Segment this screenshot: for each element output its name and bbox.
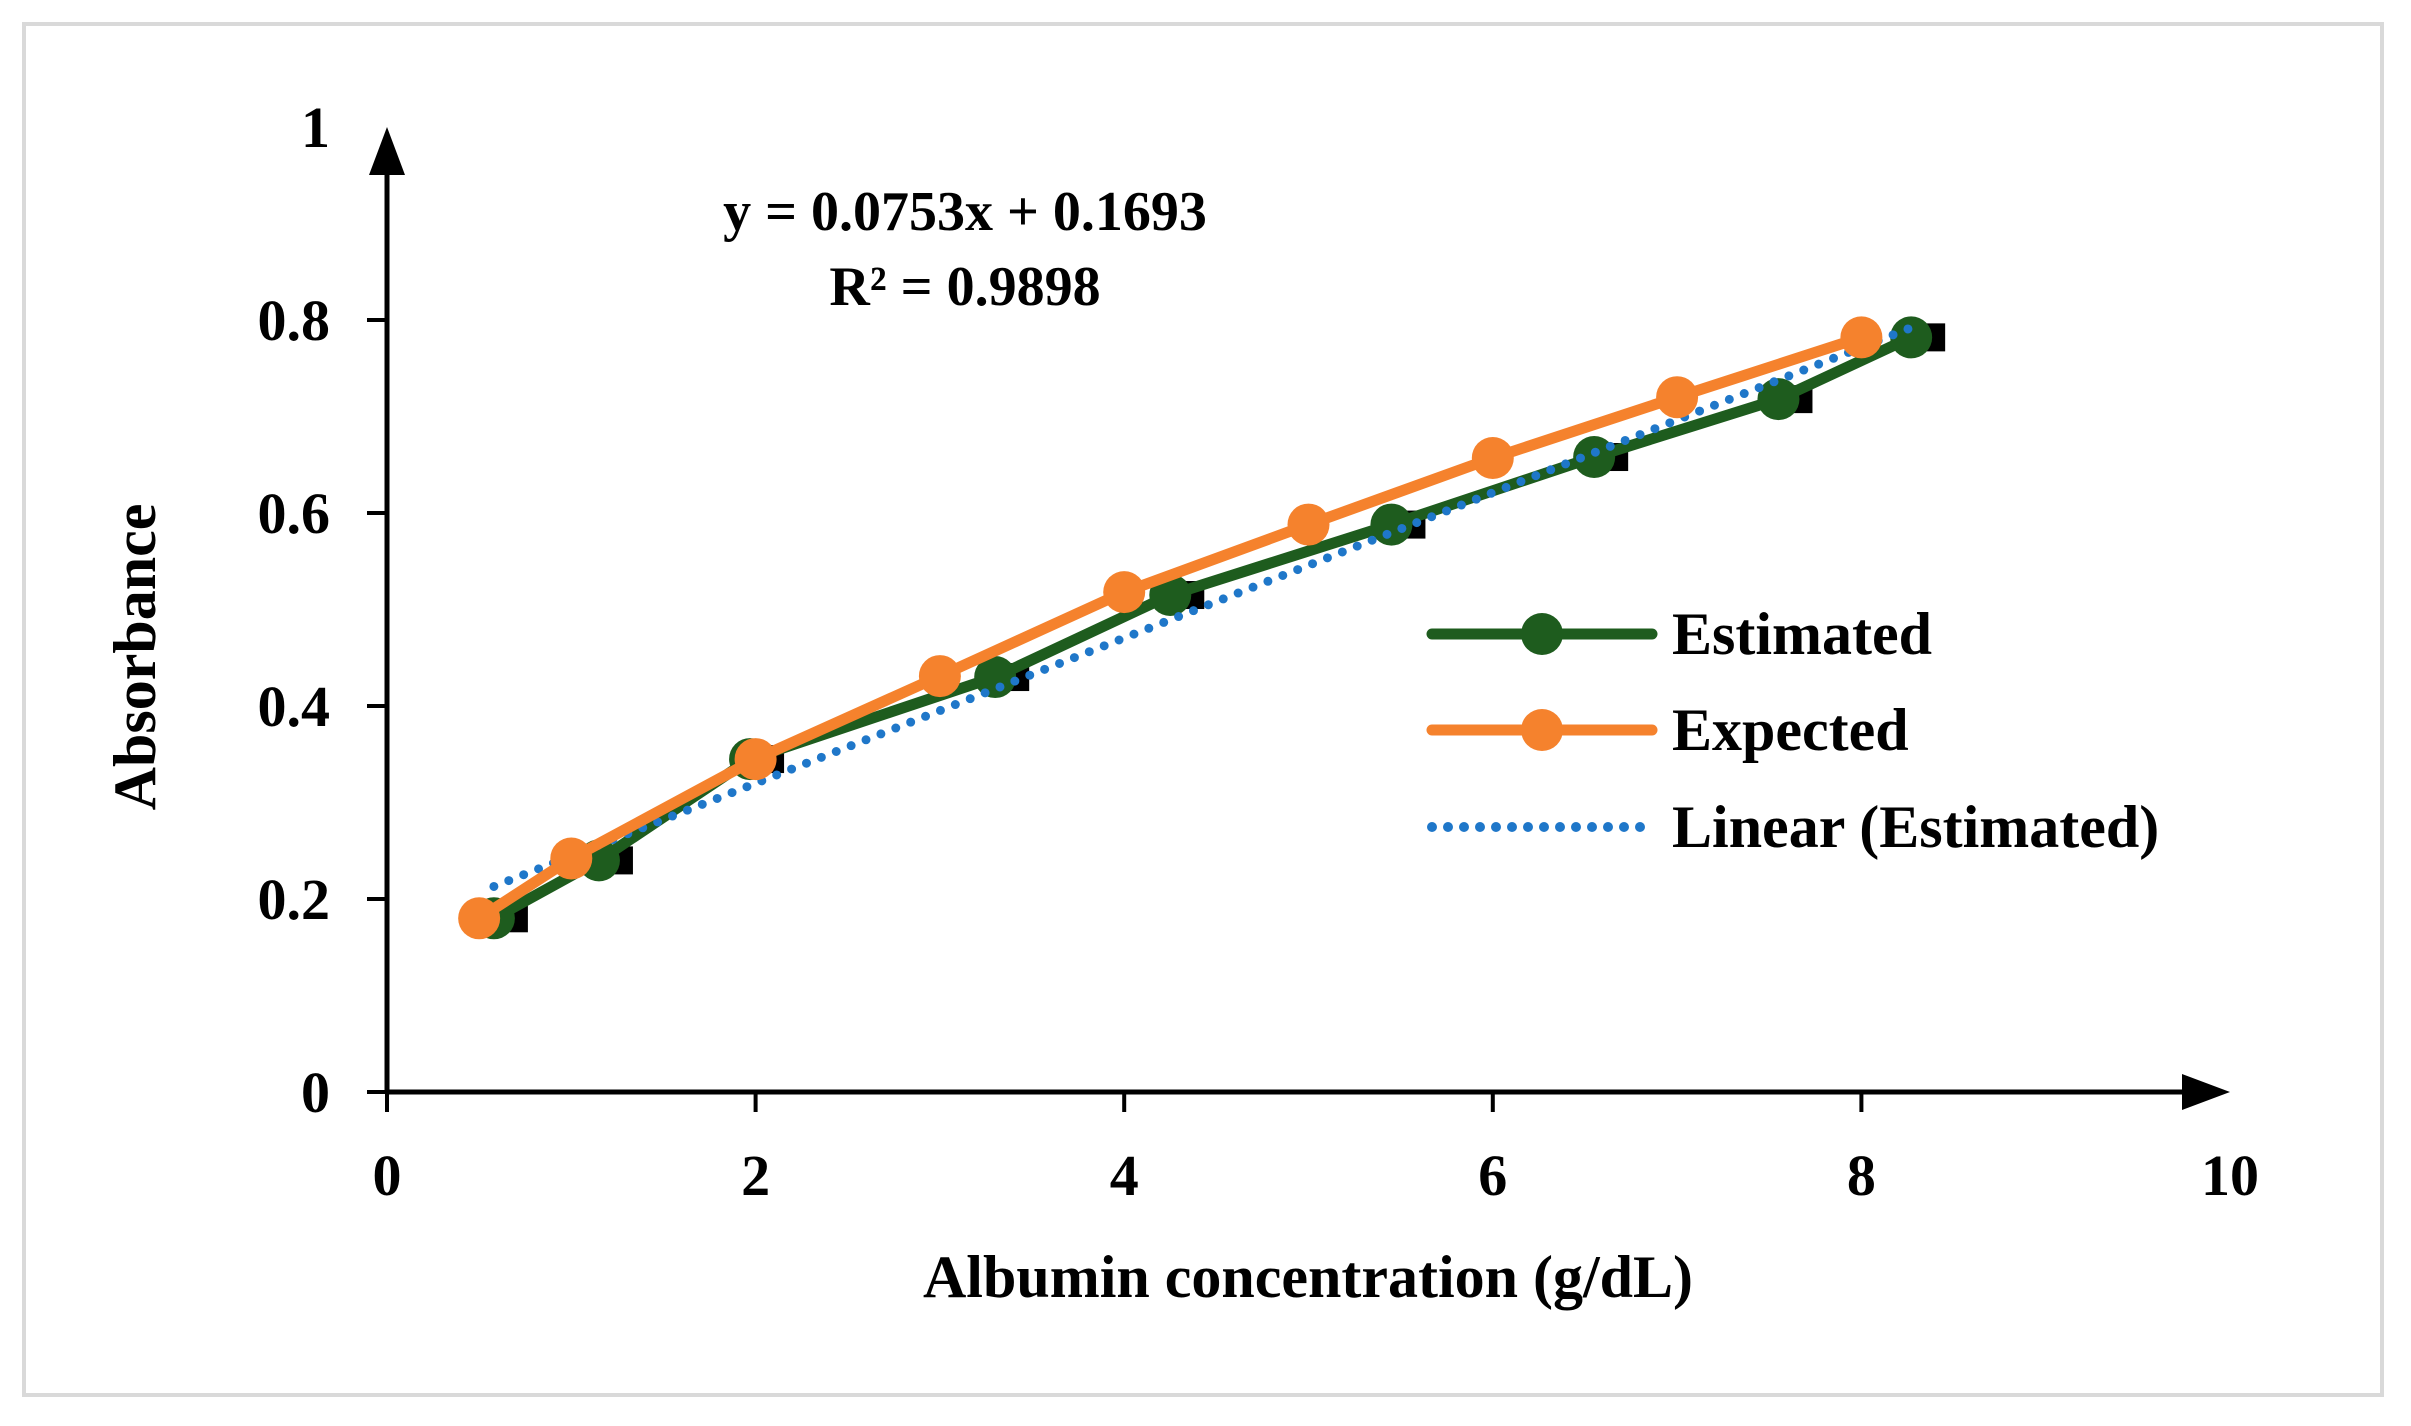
legend-item-estimated: Estimated xyxy=(1426,601,1932,667)
expected-point xyxy=(1656,376,1699,419)
estimated-point xyxy=(1573,436,1616,479)
expected-point xyxy=(918,655,961,698)
y-tick-label: 0.8 xyxy=(258,288,331,353)
legend-label-estimated: Estimated xyxy=(1672,601,1932,667)
chart-frame xyxy=(22,22,2384,1397)
legend: Estimated Expected Linear (Estimated) xyxy=(1426,601,2159,860)
axes xyxy=(369,127,2230,1110)
expected-point xyxy=(734,738,777,781)
legend-label-linear: Linear (Estimated) xyxy=(1672,794,2159,860)
estimated-point xyxy=(1890,316,1933,359)
x-tick-label: 10 xyxy=(2201,1143,2259,1208)
legend-label-expected: Expected xyxy=(1672,697,1909,763)
y-tick-label: 0.2 xyxy=(258,867,331,932)
estimated-point xyxy=(974,656,1017,699)
y-axis-title: Absorbance xyxy=(102,504,168,811)
series-layer xyxy=(458,316,1946,940)
x-axis-arrow xyxy=(2182,1074,2230,1110)
expected-point xyxy=(550,837,593,880)
expected-point xyxy=(1840,316,1883,359)
y-tick-label: 0.6 xyxy=(258,481,331,546)
estimated-point xyxy=(1370,503,1413,546)
y-tick-label: 0 xyxy=(301,1060,330,1125)
x-tick-label: 2 xyxy=(741,1143,770,1208)
linear-trendline xyxy=(489,323,1916,891)
y-tick-label: 1 xyxy=(301,95,330,160)
estimated-point xyxy=(1757,378,1800,421)
y-axis-arrow xyxy=(369,127,405,175)
expected-point xyxy=(1103,571,1146,614)
x-ticks: 0 2 4 6 8 10 xyxy=(373,1092,2259,1208)
x-tick-label: 4 xyxy=(1110,1143,1139,1208)
expected-point xyxy=(458,897,501,940)
trendline-r-squared: R² = 0.9898 xyxy=(829,256,1100,318)
x-tick-label: 6 xyxy=(1478,1143,1507,1208)
x-tick-label: 8 xyxy=(1847,1143,1876,1208)
expected-point xyxy=(1287,503,1330,546)
y-ticks: 0 0.2 0.4 0.6 0.8 1 xyxy=(258,95,387,1125)
x-tick-label: 0 xyxy=(373,1143,402,1208)
legend-item-linear: Linear (Estimated) xyxy=(1427,794,2159,860)
expected-point xyxy=(1471,436,1514,479)
legend-item-expected: Expected xyxy=(1426,697,1909,763)
trendline-equation: y = 0.0753x + 0.1693 xyxy=(723,181,1207,243)
legend-marker-estimated xyxy=(1521,613,1563,655)
legend-marker-expected xyxy=(1521,709,1563,751)
y-tick-label: 0.4 xyxy=(258,674,331,739)
x-axis-title: Albumin concentration (g/dL) xyxy=(923,1244,1693,1310)
